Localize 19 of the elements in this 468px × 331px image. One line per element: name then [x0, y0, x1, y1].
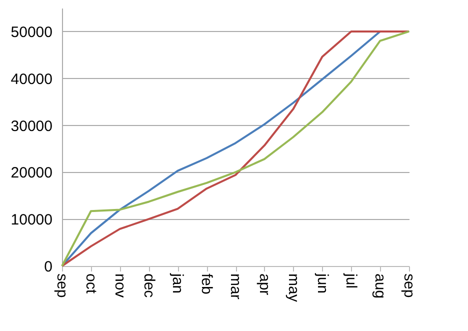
y-tick-label: 50000: [10, 24, 52, 41]
x-tick-label: may: [284, 274, 302, 302]
x-tick-label: jul: [342, 272, 360, 289]
y-tick-label: 10000: [10, 212, 52, 229]
x-tick-label: mar: [227, 274, 244, 300]
x-tick-label: oct: [82, 274, 100, 294]
x-tick-label: dec: [140, 274, 158, 298]
x-tick-label: apr: [256, 274, 273, 296]
y-tick-label: 20000: [10, 164, 52, 182]
x-tick-label: jun: [314, 272, 331, 294]
y-tick-label: 0: [44, 258, 52, 276]
x-tick-label: jan: [169, 272, 186, 294]
x-tick-label: sep: [54, 274, 70, 298]
y-tick-label: 40000: [10, 70, 52, 88]
x-tick-label: aug: [372, 274, 389, 299]
x-tick-label: sep: [400, 274, 418, 298]
y-tick-label: 30000: [10, 118, 52, 135]
x-tick-label: nov: [111, 274, 128, 298]
x-tick-label: feb: [198, 274, 216, 294]
